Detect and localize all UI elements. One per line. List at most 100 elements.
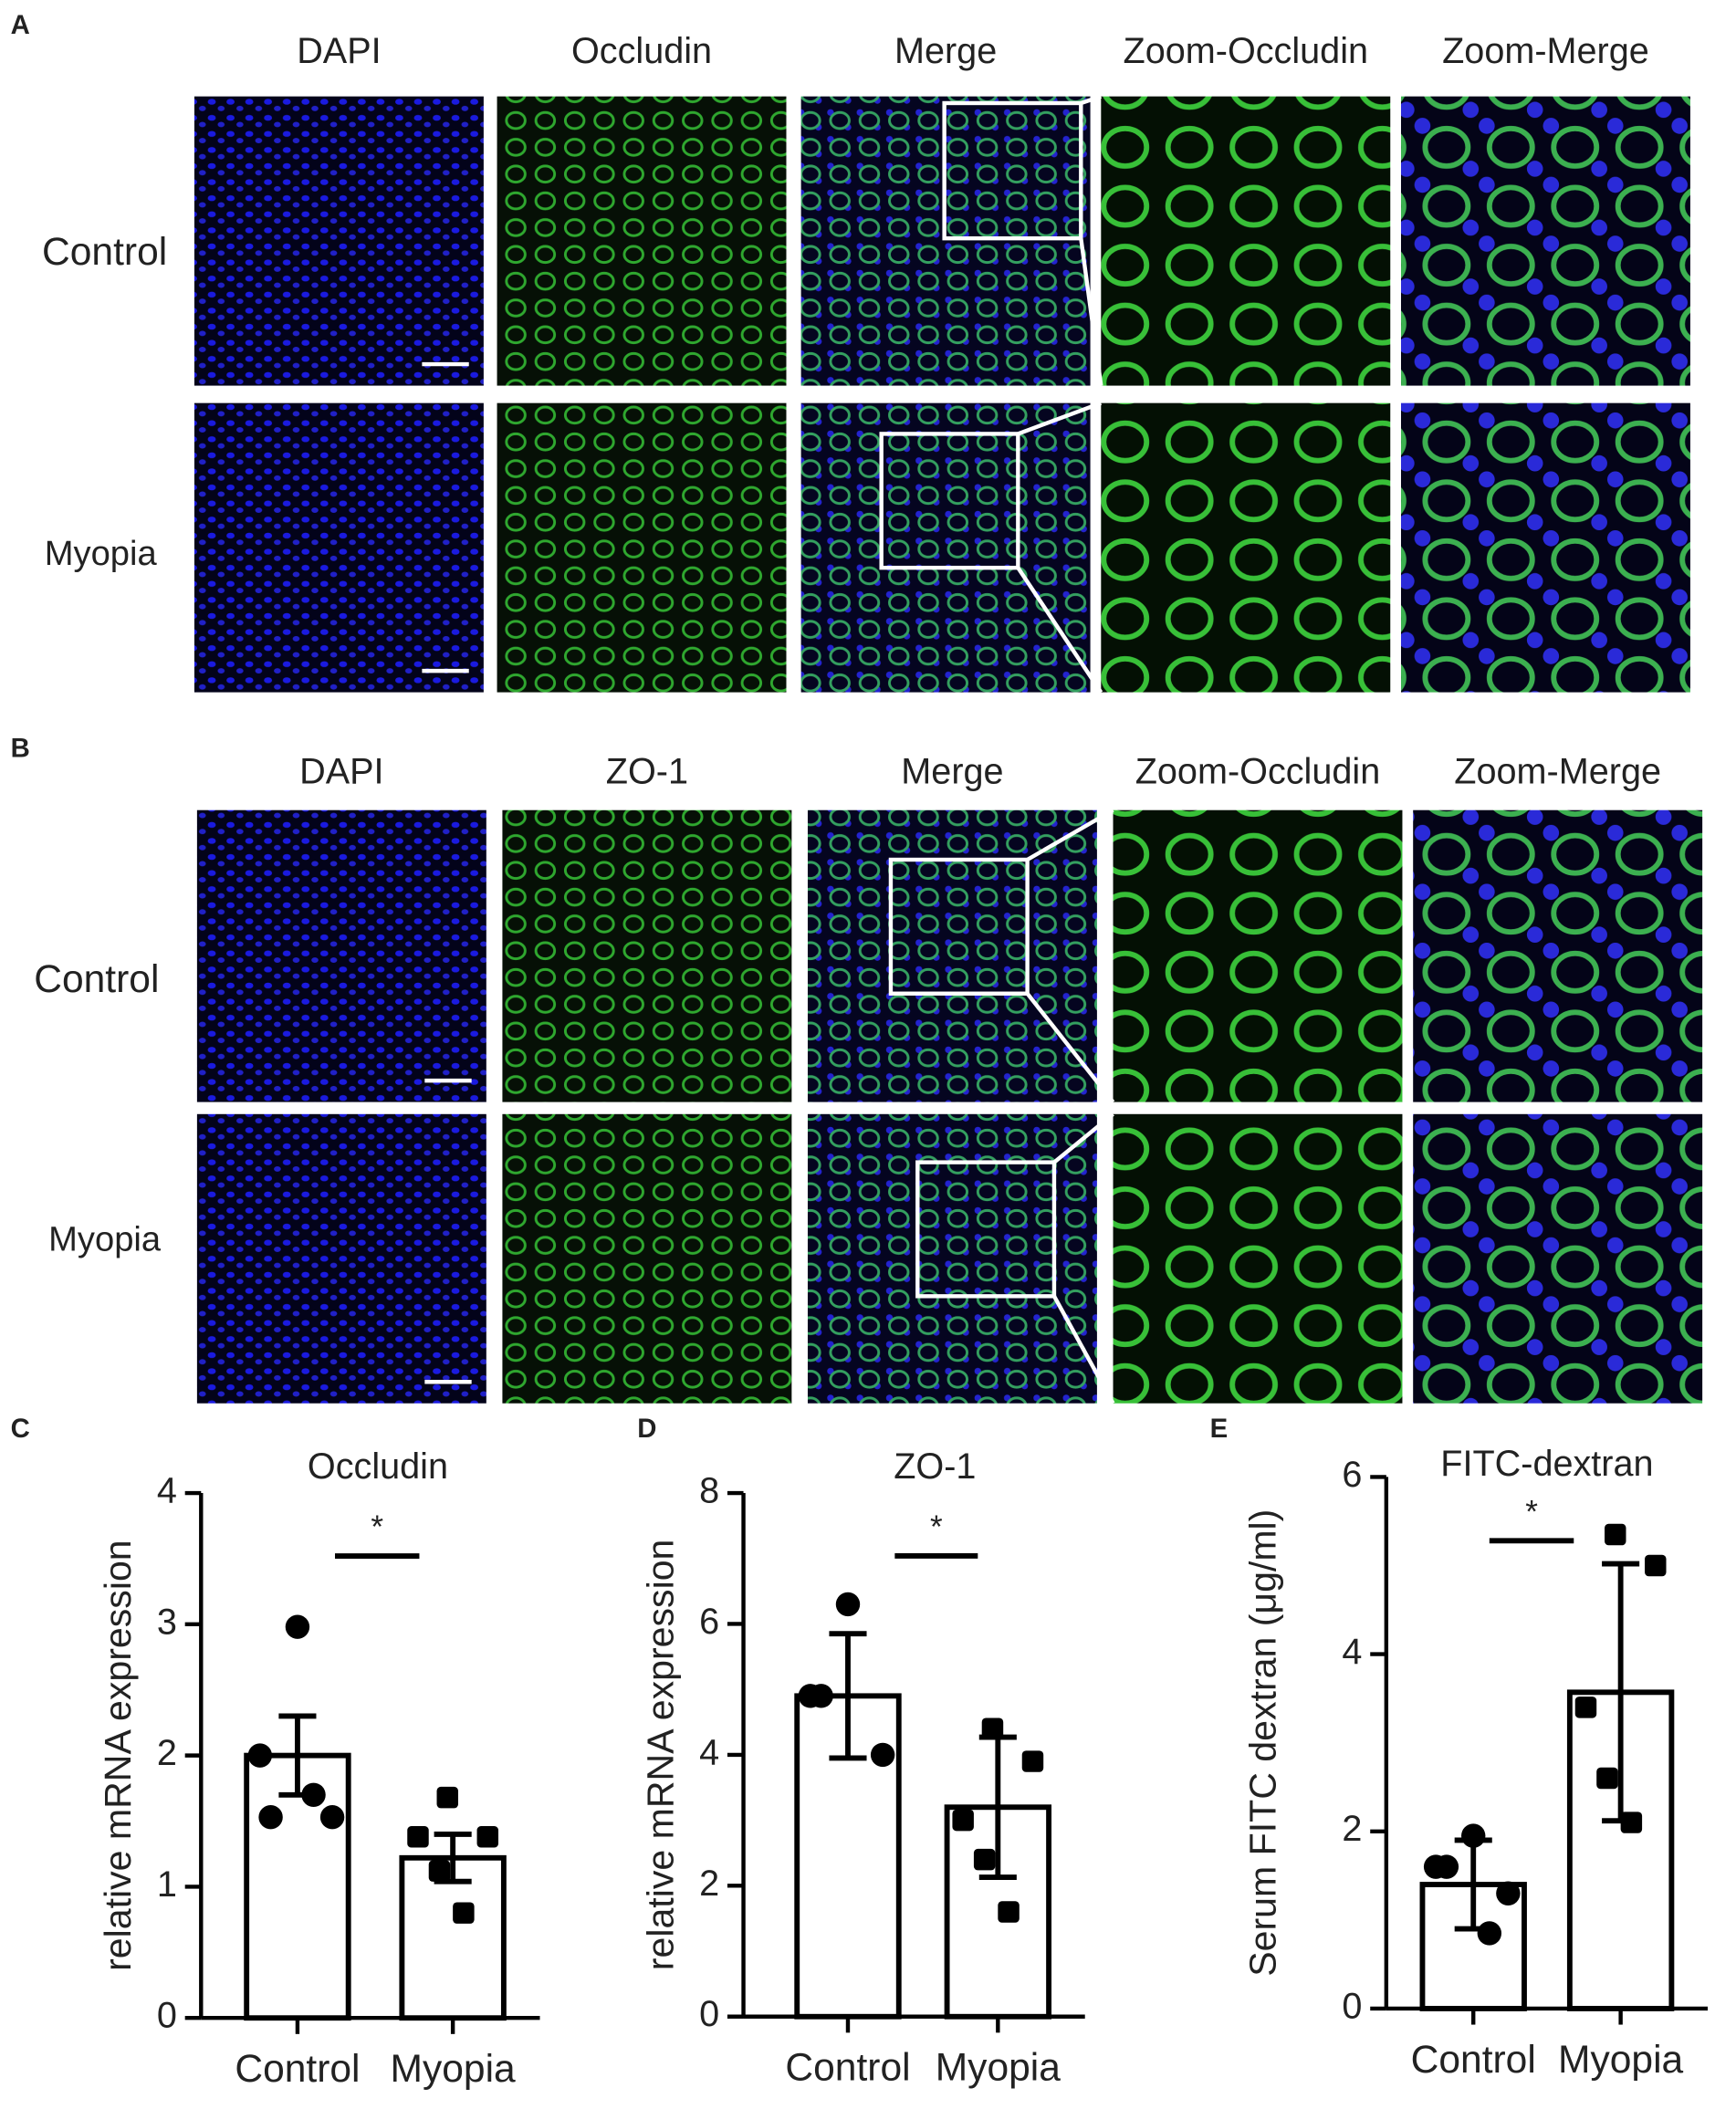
data-point — [973, 1848, 996, 1871]
data-point — [998, 1901, 1020, 1923]
significance-label: * — [1525, 1494, 1538, 1530]
column-label: Zoom-Occludin — [1135, 752, 1381, 792]
zoom-line — [1079, 237, 1103, 386]
data-point — [870, 1742, 895, 1768]
y-tick-label: 6 — [699, 1602, 719, 1642]
x-tick-label: Myopia — [391, 2047, 516, 2091]
micrograph — [497, 96, 787, 386]
zoom-line — [1017, 401, 1103, 436]
zoom-line — [1016, 566, 1103, 694]
chart-title: Occludin — [308, 1446, 448, 1487]
zoom-line — [1026, 808, 1114, 861]
y-tick-label: 0 — [1342, 1986, 1362, 2026]
bar — [1566, 1689, 1675, 2011]
data-point — [952, 1809, 974, 1832]
zoom-line — [1052, 1295, 1115, 1404]
y-tick-label: 0 — [699, 1994, 719, 2034]
data-point — [476, 1826, 499, 1848]
y-tick-label: 4 — [157, 1471, 177, 1511]
micrograph — [196, 1113, 486, 1404]
x-tick-label: Control — [1411, 2038, 1536, 2082]
x-tick-label: Myopia — [1558, 2038, 1683, 2082]
micrograph — [1113, 809, 1403, 1102]
data-point — [1477, 1921, 1502, 1946]
chart-title: ZO-1 — [894, 1446, 976, 1487]
x-tick-label: Myopia — [936, 2046, 1061, 2090]
data-point — [981, 1717, 1004, 1739]
data-point — [1434, 1854, 1459, 1879]
data-point — [428, 1860, 451, 1882]
y-tick-label: 2 — [157, 1733, 177, 1773]
micrograph — [1101, 402, 1391, 693]
y-tick-label: 3 — [157, 1602, 177, 1642]
row-label: Control — [42, 230, 167, 274]
data-point — [1596, 1767, 1618, 1790]
y-axis-title: relative mRNA expression — [97, 1540, 139, 1971]
y-tick-label: 0 — [157, 1996, 177, 2036]
row-label: Myopia — [45, 534, 158, 573]
y-tick-label: 8 — [699, 1471, 719, 1511]
panel-label: A — [11, 10, 30, 40]
micrograph — [800, 402, 1091, 693]
zoom-box — [879, 432, 1020, 570]
significance-label: * — [371, 1509, 383, 1545]
micrograph — [1400, 402, 1690, 693]
zoom-box — [942, 100, 1083, 241]
bar — [244, 1752, 351, 2021]
micrograph — [1101, 96, 1391, 386]
data-point — [1620, 1811, 1643, 1833]
data-point — [1461, 1823, 1486, 1848]
y-axis-title: relative mRNA expression — [639, 1540, 681, 1971]
zoom-line — [1052, 1112, 1114, 1164]
x-tick-label: Control — [785, 2046, 910, 2090]
y-tick-label: 1 — [157, 1864, 177, 1905]
column-label: Zoom-Merge — [1442, 31, 1649, 71]
data-point — [1574, 1697, 1597, 1718]
micrograph — [502, 1113, 792, 1404]
data-point — [258, 1805, 283, 1830]
column-label: ZO-1 — [606, 752, 688, 792]
column-label: Merge — [894, 31, 997, 71]
column-label: DAPI — [297, 31, 381, 71]
data-point — [1645, 1554, 1667, 1577]
zoom-line — [1080, 94, 1103, 106]
panel-label: C — [11, 1414, 30, 1444]
micrograph — [193, 402, 484, 693]
zoom-box — [888, 857, 1030, 996]
data-point — [436, 1786, 459, 1809]
data-point — [1605, 1523, 1626, 1546]
data-point — [1496, 1881, 1521, 1905]
column-label: Occludin — [571, 31, 712, 71]
y-tick-label: 4 — [1342, 1632, 1362, 1672]
micrograph — [502, 809, 792, 1102]
data-point — [301, 1782, 326, 1807]
data-point — [809, 1684, 833, 1708]
micrograph — [1400, 96, 1690, 386]
x-tick-label: Control — [235, 2047, 360, 2091]
data-point — [453, 1902, 475, 1924]
panel-label: E — [1210, 1414, 1229, 1444]
y-tick-label: 2 — [1342, 1809, 1362, 1849]
panel-label: B — [11, 733, 30, 763]
column-label: Merge — [901, 752, 1003, 792]
data-point — [247, 1743, 273, 1768]
y-tick-label: 6 — [1342, 1455, 1362, 1495]
significance-label: * — [930, 1509, 943, 1545]
column-label: DAPI — [299, 752, 383, 792]
chart-title: FITC-dextran — [1440, 1444, 1653, 1484]
error-bar — [829, 1631, 867, 1761]
y-tick-label: 4 — [699, 1732, 719, 1772]
bar — [399, 1854, 507, 2021]
micrograph — [807, 809, 1097, 1102]
micrograph — [193, 96, 484, 386]
data-point — [407, 1826, 429, 1848]
column-label: Zoom-Occludin — [1124, 31, 1369, 71]
y-axis-title: Serum FITC dextran (μg/ml) — [1242, 1509, 1284, 1977]
zoom-box — [915, 1160, 1057, 1299]
data-point — [1021, 1750, 1044, 1772]
micrograph — [1413, 809, 1703, 1102]
y-tick-label: 2 — [699, 1864, 719, 1904]
zoom-line — [1025, 992, 1115, 1103]
column-label: Zoom-Merge — [1454, 752, 1661, 792]
